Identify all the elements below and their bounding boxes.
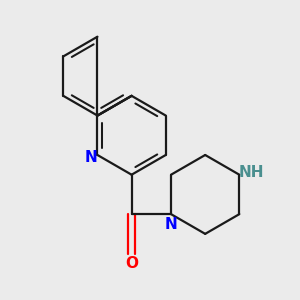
Text: N: N [84, 150, 97, 165]
Text: NH: NH [238, 165, 264, 180]
Text: N: N [165, 217, 177, 232]
Text: O: O [125, 256, 138, 271]
